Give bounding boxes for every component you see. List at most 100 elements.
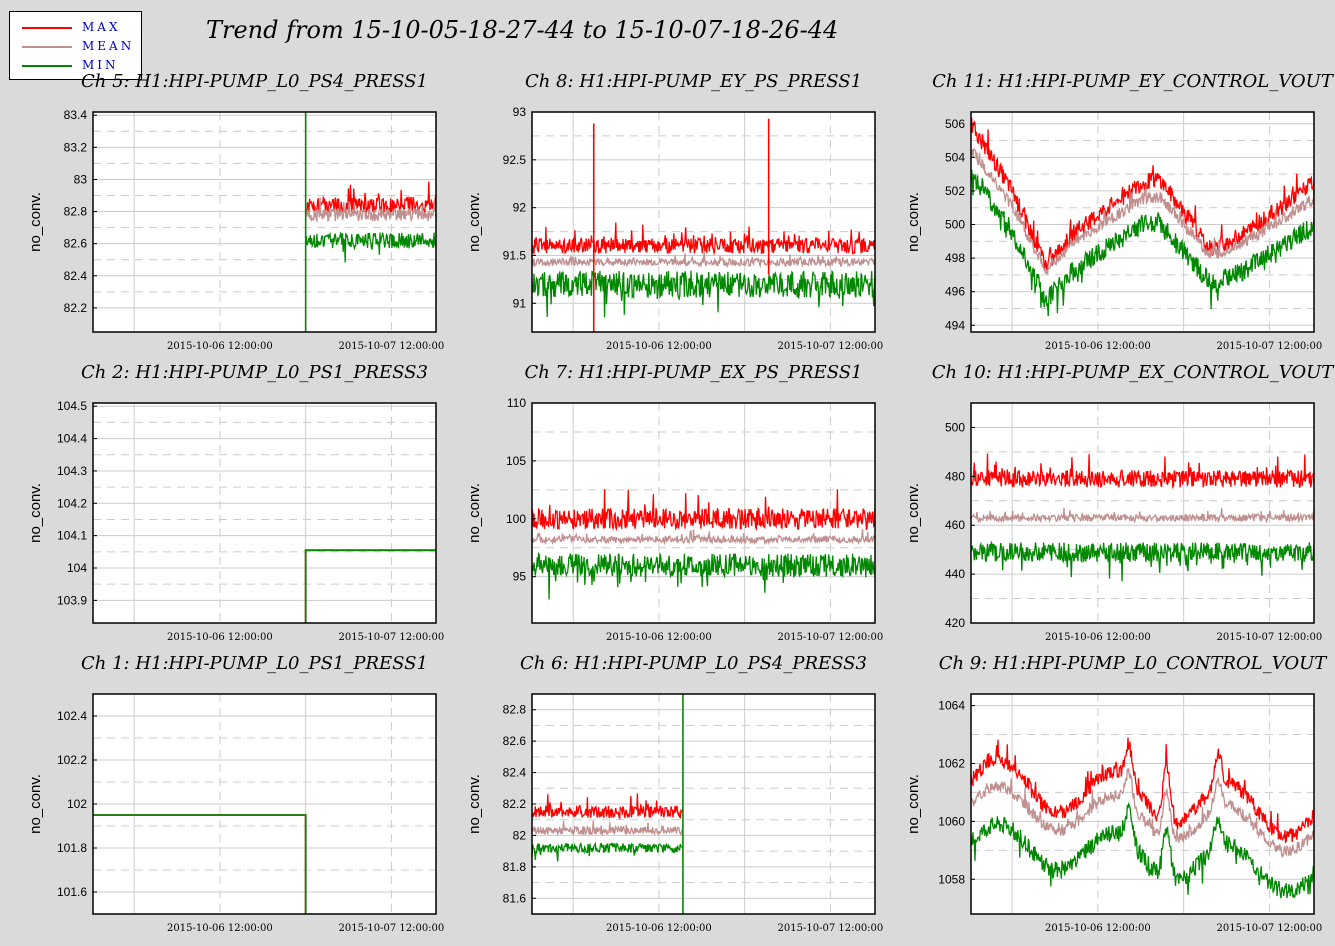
plot-area [93, 403, 436, 623]
plot-area [93, 112, 436, 332]
chart-panel: 420 440 460 480 500 2015-10-06 12:00:00 2015-1… [905, 362, 1335, 643]
y-tick-label: 498 [945, 251, 965, 265]
series-line-mean [970, 768, 1315, 859]
y-tick-label: 83.2 [64, 140, 88, 154]
x-tick-label: 2015-10-06 12:00:00 [167, 632, 273, 643]
y-tick-label: 1064 [938, 699, 965, 713]
chart-panel: 1058 1060 1062 1064 2015-10-06 12:00:00 2015-… [905, 653, 1328, 934]
chart-title: Ch 9: H1:HPI-PUMP_L0_CONTROL_VOUT [939, 653, 1329, 674]
y-tick-label: 102.4 [57, 709, 87, 723]
series-line-max [970, 453, 1315, 490]
series-line-min [304, 549, 436, 623]
chart-title: Ch 1: H1:HPI-PUMP_L0_PS1_PRESS1 [81, 653, 428, 674]
plot-area [971, 694, 1314, 914]
y-tick-label: 440 [945, 567, 965, 581]
chart-panel: 494 496 498 500 502 504 506 2015-10-06 12:00:00… [905, 71, 1335, 352]
plot-frame [531, 402, 876, 624]
y-tick-label: 101.8 [57, 841, 87, 855]
series-line-min [531, 551, 876, 600]
series-line-mean [970, 507, 1315, 524]
chart-title: Ch 8: H1:HPI-PUMP_EY_PS_PRESS1 [525, 71, 862, 92]
series-line-max [970, 737, 1315, 844]
y-tick-label: 504 [945, 150, 965, 164]
legend: MAX MEAN MIN [9, 11, 142, 80]
x-tick-label: 2015-10-06 12:00:00 [1045, 632, 1151, 643]
figure-title: Trend from 15-10-05-18-27-44 to 15-10-07… [206, 16, 839, 44]
legend-swatch-mean [22, 46, 72, 48]
y-tick-label: 82.8 [503, 703, 527, 717]
legend-label-max: MAX [82, 20, 121, 34]
plot-area [971, 403, 1314, 623]
series-line-min [531, 269, 876, 318]
chart-panel: 81.6 81.8 82 82.2 82.4 82.6 82.8 2015-10-06 12:… [466, 653, 883, 934]
x-tick-label: 2015-10-07 12:00:00 [1217, 923, 1323, 934]
y-axis-label: no_conv. [905, 483, 922, 543]
x-tick-label: 2015-10-06 12:00:00 [167, 341, 273, 352]
chart-panel: 101.6 101.8 102 102.2 102.4 2015-10-06 12:00:… [27, 653, 444, 934]
x-tick-label: 2015-10-06 12:00:00 [606, 632, 712, 643]
y-axis-label: no_conv. [466, 774, 483, 834]
series-line-min [970, 169, 1315, 317]
y-tick-label: 95 [513, 570, 527, 584]
legend-label-mean: MEAN [82, 39, 135, 53]
x-tick-label: 2015-10-06 12:00:00 [1045, 341, 1151, 352]
y-tick-label: 500 [945, 420, 965, 434]
y-axis-label: no_conv. [466, 483, 483, 543]
series-line-min [305, 231, 437, 263]
x-tick-label: 2015-10-07 12:00:00 [339, 341, 445, 352]
y-tick-label: 480 [945, 469, 965, 483]
y-tick-label: 82.2 [503, 797, 527, 811]
chart-title: Ch 7: H1:HPI-PUMP_EX_PS_PRESS1 [524, 362, 862, 383]
series-line-mean [531, 820, 684, 837]
x-tick-label: 2015-10-07 12:00:00 [339, 632, 445, 643]
plot-frame [970, 693, 1315, 915]
y-tick-label: 92.5 [503, 153, 527, 167]
series-line-mean [531, 252, 876, 269]
series-line-min [531, 841, 684, 862]
y-tick-label: 104.3 [57, 464, 87, 478]
y-axis-label: no_conv. [27, 483, 44, 543]
chart-title: Ch 2: H1:HPI-PUMP_L0_PS1_PRESS3 [81, 362, 428, 383]
y-tick-label: 93 [513, 105, 527, 119]
x-tick-label: 2015-10-06 12:00:00 [167, 923, 273, 934]
x-tick-label: 2015-10-07 12:00:00 [778, 341, 884, 352]
y-tick-label: 83.4 [64, 108, 88, 122]
y-tick-label: 102 [67, 797, 87, 811]
series-line-max [970, 117, 1315, 272]
x-tick-label: 2015-10-07 12:00:00 [1217, 341, 1323, 352]
chart-panel: 91 91.5 92 92.5 93 2015-10-06 12:00:00 2015-10… [466, 71, 883, 352]
x-tick-label: 2015-10-07 12:00:00 [339, 923, 445, 934]
series-line-min [93, 814, 307, 914]
legend-swatch-min [22, 65, 72, 67]
y-tick-label: 1060 [938, 814, 965, 828]
y-tick-label: 82 [513, 828, 527, 842]
y-tick-label: 104.5 [57, 399, 87, 413]
y-tick-label: 110 [507, 396, 526, 410]
chart-panel: 82.2 82.4 82.6 82.8 83 83.2 83.4 2015-10-06 12:… [27, 71, 444, 352]
y-tick-label: 91 [513, 296, 527, 310]
chart-title: Ch 11: H1:HPI-PUMP_EY_CONTROL_VOUT [932, 71, 1335, 92]
plot-frame [531, 111, 876, 333]
y-tick-label: 500 [945, 218, 965, 232]
y-tick-label: 496 [945, 285, 965, 299]
y-tick-label: 494 [945, 318, 965, 332]
y-tick-label: 104 [67, 561, 87, 575]
chart-panel: 95 100 105 110 2015-10-06 12:00:00 2015-10-07… [466, 362, 883, 643]
y-axis-label: no_conv. [905, 192, 922, 252]
y-tick-label: 100 [506, 512, 526, 526]
y-tick-label: 105 [506, 454, 526, 468]
legend-swatch-max [22, 27, 72, 29]
x-tick-label: 2015-10-07 12:00:00 [1217, 632, 1323, 643]
legend-label-min: MIN [82, 58, 119, 72]
y-axis-label: no_conv. [905, 774, 922, 834]
series-line-mean [970, 147, 1315, 275]
plot-frame [92, 111, 437, 333]
x-tick-label: 2015-10-06 12:00:00 [606, 341, 712, 352]
y-tick-label: 81.6 [503, 891, 527, 905]
series-line-mean [305, 197, 437, 224]
y-tick-label: 82.6 [64, 237, 88, 251]
y-tick-label: 502 [945, 184, 965, 198]
y-axis-label: no_conv. [27, 192, 44, 252]
